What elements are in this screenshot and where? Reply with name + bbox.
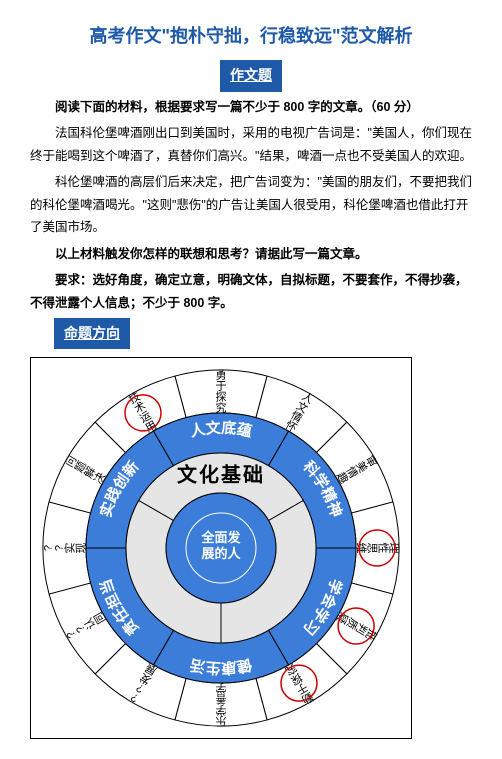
svg-text:学: 学 [216, 682, 227, 696]
para-3: 科伦堡啤酒的高层们后来决定，把广告词变为："美国的朋友们，不要把我们的科伦堡啤酒… [30, 171, 472, 239]
chart-svg: 勇于探究人文情怀审美情趣理性思维批判质疑勤于探究乐学善学??发展??认同??实现… [31, 358, 411, 738]
label-row-2: 命题方向 [54, 318, 472, 349]
para-4: 以上材料触发你怎样的联想和思考？请据此写一篇文章。 [30, 243, 472, 266]
svg-text:现: 现 [74, 543, 87, 554]
svg-text:文化基础: 文化基础 [177, 463, 265, 487]
radial-chart: 勇于探究人文情怀审美情趣理性思维批判质疑勤于探究乐学善学??发展??认同??实现… [30, 357, 412, 739]
svg-text:实: 实 [62, 543, 76, 554]
svg-text:全面发: 全面发 [200, 530, 241, 545]
svg-text:究: 究 [216, 401, 227, 415]
para-5: 要求：选好角度，确定立意，明确文体，自拟标题，不要套作，不得抄袭，不得泄露个人信… [30, 269, 472, 314]
label-row: 作文题 [30, 60, 472, 91]
page-title: 高考作文"抱朴守拙，行稳致远"范文解析 [30, 20, 472, 52]
svg-text:性: 性 [377, 543, 391, 554]
para-2: 法国科伦堡啤酒刚出口到美国时，采用的电视广告词是："美国人，你们现在终于能喝到这… [30, 122, 472, 167]
direction-label: 命题方向 [54, 318, 130, 349]
svg-text:维: 维 [355, 543, 368, 554]
svg-text:学: 学 [216, 704, 227, 718]
para-1: 阅读下面的材料，根据要求写一篇不少于 800 字的文章。（60 分） [30, 96, 472, 119]
essay-topic-label: 作文题 [220, 60, 282, 91]
svg-text:善: 善 [216, 693, 227, 707]
svg-text:展的人: 展的人 [201, 546, 241, 561]
